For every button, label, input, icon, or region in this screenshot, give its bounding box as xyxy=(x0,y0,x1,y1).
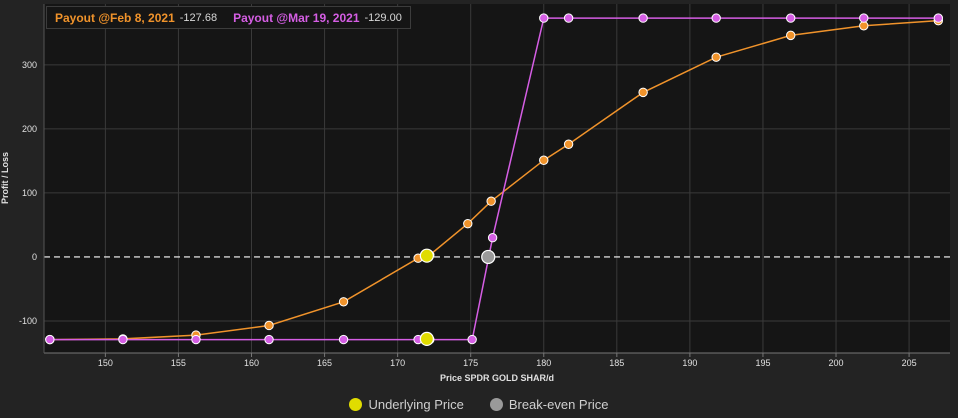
series-point-1 xyxy=(45,334,55,345)
legend-entry-feb[interactable]: Payout @Feb 8, 2021 -127.68 xyxy=(55,11,217,25)
series-point-0 xyxy=(563,139,574,149)
series-point-1 xyxy=(933,13,944,23)
x-tick-label: 185 xyxy=(609,358,624,368)
x-tick-label: 165 xyxy=(317,358,332,368)
series-point-1 xyxy=(191,334,201,345)
series-point-1 xyxy=(467,334,477,345)
legend-value-feb: -127.68 xyxy=(179,11,218,24)
series-line-1 xyxy=(49,17,939,341)
legend-label-breakeven: Break-even Price xyxy=(508,397,609,412)
series-point-0 xyxy=(859,21,869,31)
series-point-1 xyxy=(539,13,549,23)
legend-entry-mar[interactable]: Payout @Mar 19, 2021 -129.00 xyxy=(233,11,402,25)
series-point-0 xyxy=(638,87,648,98)
markers-layer xyxy=(419,248,496,347)
y-tick-label: 0 xyxy=(32,252,37,262)
x-tick-label: 170 xyxy=(390,358,405,368)
legend-label-feb: Payout @Feb 8, 2021 xyxy=(55,10,175,25)
series-point-0 xyxy=(486,196,496,206)
y-tick-label: 300 xyxy=(22,60,37,70)
series-point-1 xyxy=(563,13,574,23)
x-tick-label: 160 xyxy=(244,358,259,368)
y-tick-label: 200 xyxy=(22,124,37,134)
legend-label-underlying: Underlying Price xyxy=(368,397,464,412)
series-point-1 xyxy=(487,233,498,243)
underlying-price-marker xyxy=(419,331,434,347)
x-tick-label: 180 xyxy=(536,358,551,368)
legend-value-mar: -129.00 xyxy=(364,11,402,24)
grid xyxy=(44,4,950,353)
series-point-1 xyxy=(638,13,648,23)
series-point-0 xyxy=(539,155,549,165)
x-tick-label: 175 xyxy=(463,358,478,368)
series-point-1 xyxy=(859,13,869,23)
breakeven-price-marker xyxy=(481,249,496,265)
series-point-1 xyxy=(711,13,721,23)
series-point-0 xyxy=(463,218,473,229)
series-line-0 xyxy=(49,19,939,341)
payout-legend: Payout @Feb 8, 2021 -127.68 Payout @Mar … xyxy=(46,6,411,29)
y-axis-label: Profit / Loss xyxy=(0,152,10,204)
series-point-1 xyxy=(264,334,274,345)
marker-legend: Underlying Price Break-even Price xyxy=(0,397,958,412)
underlying-price-marker xyxy=(419,248,434,263)
x-tick-label: 205 xyxy=(902,358,917,368)
series-point-1 xyxy=(786,13,796,23)
series-point-0 xyxy=(264,320,274,331)
x-axis-label: Price SPDR GOLD SHAR/d xyxy=(440,373,554,383)
series-point-0 xyxy=(786,30,796,41)
y-tick-label: 100 xyxy=(22,188,37,198)
x-tick-label: 155 xyxy=(171,358,186,368)
x-tick-label: 150 xyxy=(98,358,113,368)
series-point-0 xyxy=(338,297,349,307)
x-tick-label: 190 xyxy=(682,358,697,368)
underlying-price-dot-icon xyxy=(349,398,363,411)
series-point-0 xyxy=(711,52,721,62)
legend-item-breakeven[interactable]: Break-even Price xyxy=(489,397,609,412)
x-tick-label: 195 xyxy=(755,358,770,368)
plot-area xyxy=(44,4,950,353)
breakeven-price-dot-icon xyxy=(489,398,503,411)
legend-item-underlying[interactable]: Underlying Price xyxy=(349,397,464,412)
legend-label-mar: Payout @Mar 19, 2021 xyxy=(233,10,360,25)
series-layer xyxy=(45,13,944,345)
x-tick-label: 200 xyxy=(829,358,844,368)
y-tick-label: -100 xyxy=(19,316,37,326)
series-point-1 xyxy=(118,334,128,345)
axes: 150 155 160 165 170 175 180 185 190 195 200 205 -100… xyxy=(19,4,950,368)
series-point-1 xyxy=(338,334,349,345)
